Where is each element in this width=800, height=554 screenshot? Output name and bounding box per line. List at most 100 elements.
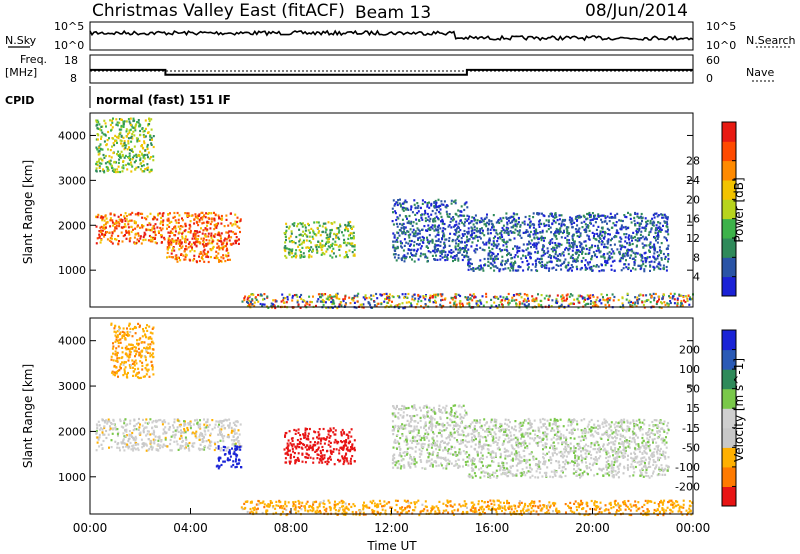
echo-cell <box>392 199 395 202</box>
echo-cell <box>261 304 264 307</box>
echo-cell <box>352 299 355 302</box>
echo-cell <box>134 359 137 362</box>
echo-cell <box>287 439 290 442</box>
echo-cell <box>488 242 491 245</box>
echo-cell <box>467 227 470 230</box>
echo-cell <box>133 427 136 431</box>
echo-cell <box>498 221 501 224</box>
echo-cell <box>580 215 583 218</box>
echo-cell <box>203 234 206 237</box>
echo-cell <box>691 297 694 300</box>
echo-cell <box>239 219 242 222</box>
echo-cell <box>516 251 519 254</box>
echo-cell <box>152 135 155 138</box>
echo-cell <box>666 216 669 219</box>
echo-cell <box>626 251 629 254</box>
echo-cell <box>608 254 611 258</box>
echo-cell <box>663 220 666 223</box>
echo-cell <box>667 228 669 231</box>
echo-cell <box>135 443 138 446</box>
echo-cell <box>516 222 519 226</box>
echo-cell <box>291 439 294 442</box>
echo-cell <box>111 242 114 245</box>
echo-cell <box>289 462 291 465</box>
echo-cell <box>135 155 138 159</box>
echo-cell <box>323 253 326 256</box>
echo-cell <box>603 220 606 223</box>
echo-cell <box>128 120 131 123</box>
echo-cell <box>421 228 423 231</box>
echo-cell <box>596 232 599 235</box>
echo-cell <box>513 299 516 302</box>
echo-cell <box>327 236 330 239</box>
echo-cell <box>184 443 187 446</box>
echo-cell <box>195 430 198 433</box>
echo-cell <box>189 231 192 234</box>
echo-cell <box>481 232 484 235</box>
echo-cell <box>329 306 331 309</box>
echo-cell <box>220 463 223 467</box>
echo-cell <box>229 455 232 458</box>
echo-cell <box>417 204 420 208</box>
echo-cell <box>103 224 106 227</box>
echo-cell <box>117 442 120 445</box>
echo-cell <box>202 229 205 232</box>
echo-cell <box>335 296 338 299</box>
echo-cell <box>601 234 603 237</box>
echo-cell <box>116 432 119 436</box>
echo-cell <box>454 258 457 261</box>
echo-cell <box>669 300 672 303</box>
echo-cell <box>663 213 666 216</box>
echo-cell <box>178 437 181 440</box>
echo-cell <box>175 440 178 443</box>
echo-cell <box>95 242 98 245</box>
echo-cell <box>392 223 395 226</box>
echo-cell <box>597 247 600 250</box>
echo-cell <box>626 249 628 252</box>
echo-cell <box>238 433 241 436</box>
echo-cell <box>552 215 555 218</box>
echo-cell <box>230 426 233 429</box>
echo-cell <box>318 458 321 461</box>
echo-cell <box>220 422 223 425</box>
echo-cell <box>656 251 659 254</box>
echo-cell <box>291 248 294 251</box>
echo-cell <box>312 229 314 232</box>
echo-cell <box>439 212 442 215</box>
echo-cell <box>330 458 332 461</box>
echo-cell <box>586 212 589 216</box>
echo-cell <box>284 245 287 248</box>
echo-cell <box>184 239 187 242</box>
echo-cell <box>649 269 651 272</box>
freq-label-line1: Freq. <box>20 53 47 66</box>
echo-cell <box>592 251 595 254</box>
echo-cell <box>153 433 155 436</box>
echo-cell <box>340 440 342 443</box>
echo-cell <box>135 428 138 431</box>
echo-cell <box>638 294 641 297</box>
echo-cell <box>117 345 120 348</box>
echo-cell <box>547 224 550 227</box>
echo-cell <box>560 305 563 308</box>
cpid-label: CPID <box>5 94 34 107</box>
echo-cell <box>105 429 108 433</box>
echo-cell <box>99 241 102 244</box>
echo-cell <box>538 225 541 228</box>
echo-cell <box>487 264 490 267</box>
echo-cell <box>543 297 546 300</box>
echo-cell <box>555 230 557 233</box>
echo-cell <box>128 350 131 353</box>
echo-cell <box>244 295 247 298</box>
echo-cell <box>335 236 337 239</box>
echo-cell <box>204 216 207 219</box>
echo-cell <box>416 233 419 236</box>
echo-cell <box>135 326 137 329</box>
echo-cell <box>416 206 419 210</box>
echo-cell <box>126 373 128 376</box>
echo-cell <box>184 240 187 243</box>
echo-cell <box>185 442 188 445</box>
echo-cell <box>189 425 192 428</box>
echo-cell <box>255 298 258 301</box>
echo-cell <box>103 433 106 436</box>
echo-cell <box>403 201 406 204</box>
